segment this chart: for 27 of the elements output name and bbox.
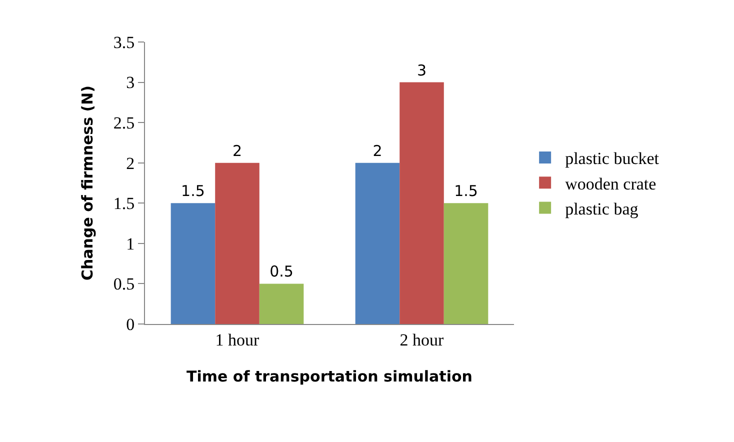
bar bbox=[400, 82, 444, 324]
legend-label: plastic bag bbox=[565, 199, 639, 218]
y-tick-label: 0 bbox=[126, 314, 135, 334]
x-axis-title: Time of transportation simulation bbox=[186, 367, 472, 386]
data-label: 2 bbox=[372, 142, 382, 160]
data-label: 0.5 bbox=[270, 262, 294, 281]
y-tick-label: 1.5 bbox=[113, 194, 135, 214]
y-tick-label: 3.5 bbox=[113, 32, 135, 52]
y-axis-title: Change of firmness (N) bbox=[78, 85, 97, 281]
bar bbox=[215, 162, 260, 324]
data-label: 1.5 bbox=[181, 182, 205, 200]
data-label: 3 bbox=[416, 61, 427, 80]
y-tick-label: 1 bbox=[126, 234, 135, 254]
bar bbox=[259, 284, 304, 324]
x-tick-label: 1 hour bbox=[215, 330, 260, 350]
data-label: 2 bbox=[232, 142, 242, 160]
bar bbox=[444, 203, 488, 324]
bar bbox=[170, 203, 216, 324]
legend-label: plastic bucket bbox=[565, 149, 660, 168]
y-tick-label: 0.5 bbox=[113, 274, 135, 294]
bar bbox=[355, 162, 400, 324]
x-tick-label: 2 hour bbox=[400, 330, 444, 350]
y-tick-label: 3 bbox=[126, 73, 135, 92]
data-label: 1.5 bbox=[454, 182, 478, 200]
y-tick-label: 2 bbox=[126, 154, 135, 173]
y-tick-label: 2.5 bbox=[113, 114, 135, 133]
legend-label: wooden crate bbox=[565, 174, 656, 194]
